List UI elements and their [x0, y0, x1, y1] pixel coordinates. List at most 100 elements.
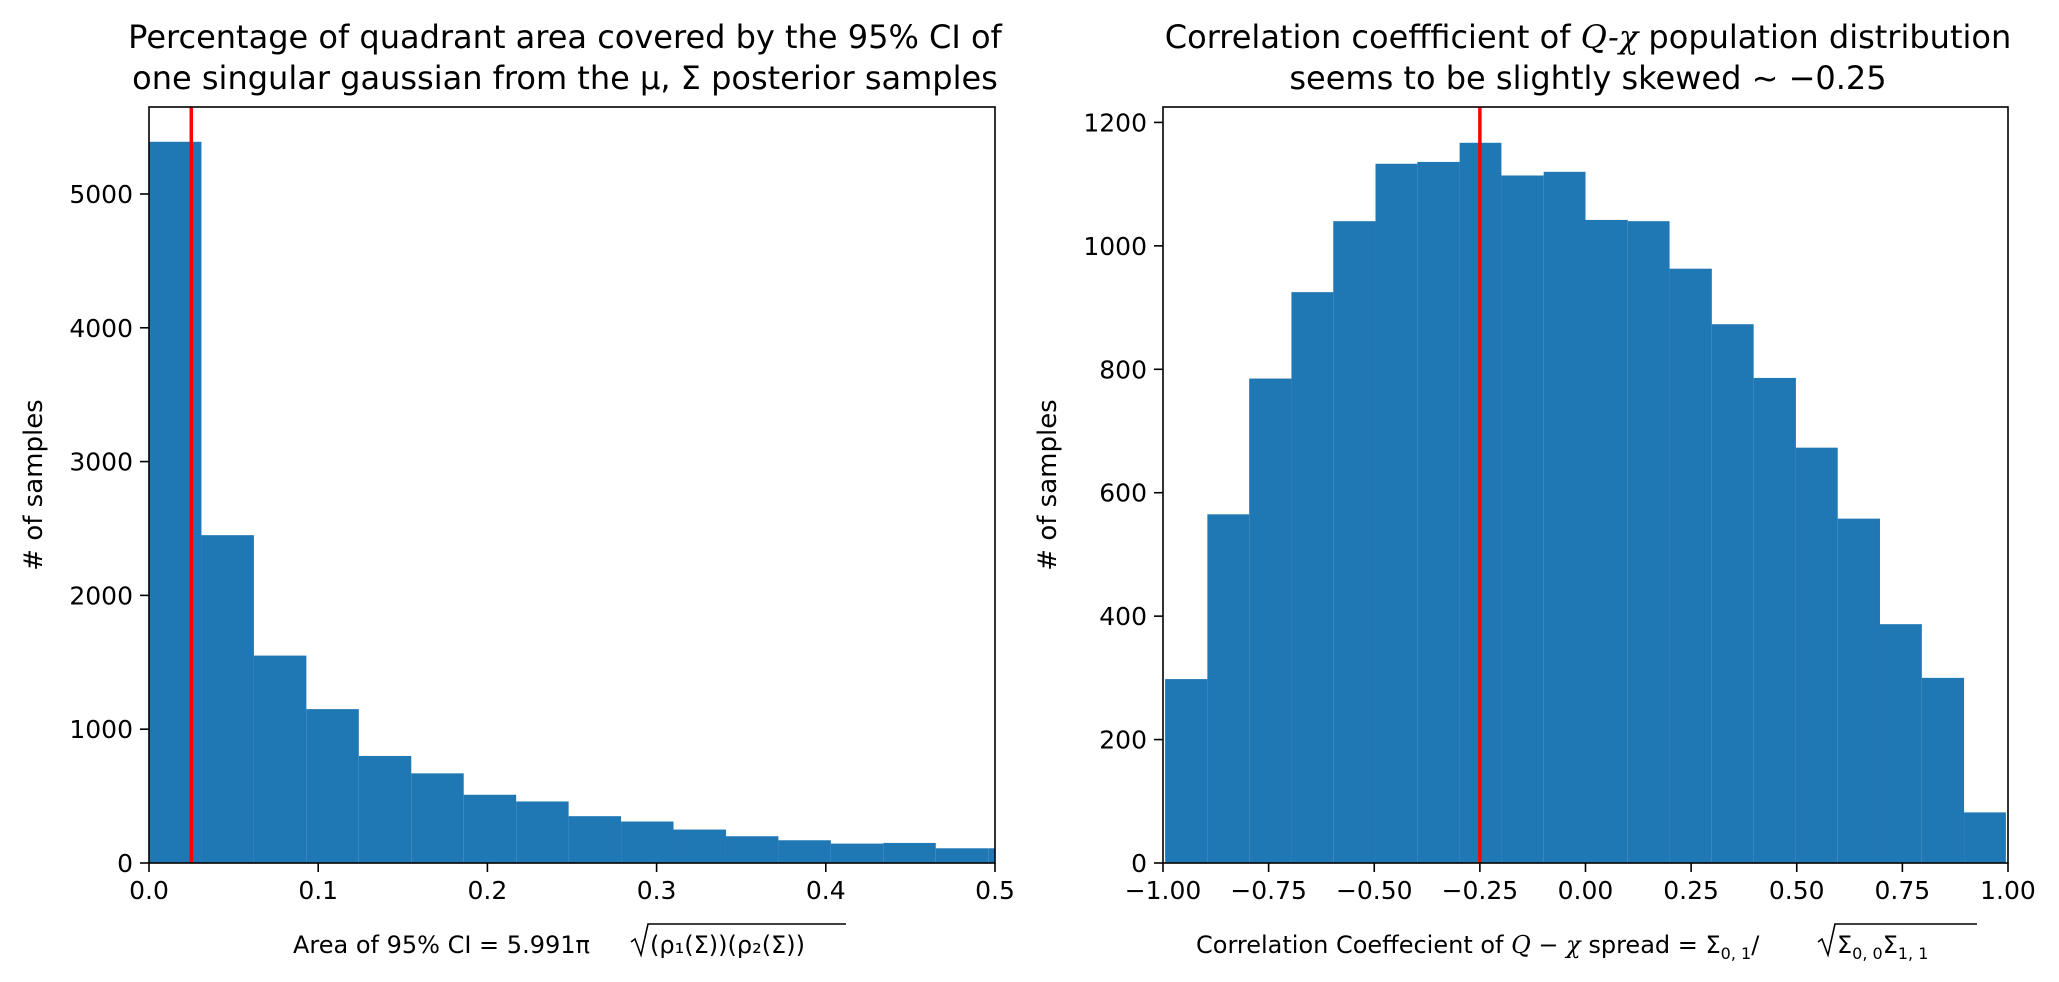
y-tick-label: 800 [1099, 355, 1147, 384]
histogram-bar [1964, 812, 2006, 863]
chart-right-title-prefix: Correlation coeffficient of [1165, 18, 1581, 56]
chart-left-title-line2: one singular gaussian from the μ, Σ post… [132, 59, 998, 97]
histogram-bar [1795, 447, 1838, 863]
chart-right-y-ticks: 0 200 400 600 800 1000 1200 [1083, 108, 1163, 878]
histogram-bar [1627, 221, 1670, 863]
chart-right-title-line2: seems to be slightly skewed ~ −0.25 [1289, 59, 1886, 97]
svg-text:Area of 95% CI = 5.991π: Area of 95% CI = 5.991π [293, 931, 590, 959]
x-tick-label: 0.3 [637, 876, 677, 905]
chart-right-x-label-radical [1817, 923, 1977, 958]
histogram-bar [411, 773, 464, 863]
chart-left-x-label-radical [630, 923, 846, 958]
histogram-bar [1333, 221, 1376, 863]
histogram-bar [673, 829, 726, 863]
chart-right-title-suffix: population distribution [1638, 18, 2011, 56]
histogram-bar [988, 848, 995, 863]
chart-left-title-line1: Percentage of quadrant area covered by t… [128, 18, 1002, 56]
chart-right-bars [1165, 142, 2006, 863]
chart-right-y-axis-label: # of samples [1033, 399, 1063, 570]
x-tick-label: 0.5 [975, 876, 1015, 905]
histogram-bar [1921, 677, 1965, 863]
y-tick-label: 600 [1099, 479, 1147, 508]
histogram-bar [1375, 163, 1418, 863]
chart-left-x-ticks: 0.0 0.1 0.2 0.3 0.4 0.5 [129, 863, 1015, 905]
histogram-bar [1417, 161, 1460, 863]
histogram-bar [935, 848, 989, 863]
chart-right-axes-frame [1162, 106, 2009, 864]
histogram-bar [1291, 292, 1334, 863]
y-tick-label: 1200 [1083, 108, 1147, 137]
x-tick-label: 0.2 [468, 876, 508, 905]
histogram-bar [1585, 219, 1628, 863]
chart-right-title-line1: Correlation coeffficient of Q-χ populati… [1165, 18, 2011, 56]
chart-right-x-label-sigma-b: Σ [1883, 931, 1898, 959]
chart-right-x-label-prefix: Correlation Coeffecient of [1196, 931, 1511, 959]
chart-right-x-label-sub3: 1, 1 [1898, 944, 1929, 963]
chart-left-y-axis-label: # of samples [19, 399, 49, 570]
y-tick-label: 1000 [1083, 232, 1147, 261]
x-tick-label: 0.00 [1558, 876, 1614, 905]
chart-right-x-label-slash: / [1751, 931, 1760, 959]
svg-text:Σ0, 0Σ1, 1: Σ0, 0Σ1, 1 [1837, 931, 1928, 963]
histogram-bar [306, 709, 359, 863]
y-tick-label: 0 [1131, 849, 1147, 878]
chart-left-x-label-sqrt-content: (ρ₁(Σ))(ρ₂(Σ)) [650, 931, 805, 959]
x-tick-label: −0.25 [1442, 876, 1519, 905]
svg-text:(ρ₁(Σ))(ρ₂(Σ)): (ρ₁(Σ))(ρ₂(Σ)) [650, 931, 805, 959]
chart-right-x-label-sub2: 0, 0 [1852, 944, 1883, 963]
chart-right-x-label-mid: spread = Σ [1581, 931, 1721, 959]
chart-right: Correlation coeffficient of Q-χ populati… [1033, 18, 2036, 963]
histogram-bar [516, 801, 569, 863]
chart-left-axes-frame [148, 106, 996, 864]
chart-right-title-math: Q-χ [1581, 18, 1640, 56]
x-tick-label: 0.50 [1769, 876, 1825, 905]
histogram-bar [253, 655, 307, 863]
histogram-bar [1165, 679, 1208, 863]
histogram-bar [1501, 175, 1544, 863]
histogram-bar [1711, 324, 1754, 863]
x-tick-label: 0.25 [1663, 876, 1719, 905]
histogram-bar [1753, 377, 1796, 863]
chart-right-x-ticks: −1.00 −0.75 −0.50 −0.25 0.00 0.25 0.50 0.75 1.00 [1125, 863, 2036, 905]
histogram-bar [1207, 514, 1250, 863]
chart-left-x-axis-label: Area of 95% CI = 5.991π (ρ₁(Σ))(ρ₂(Σ)) [293, 923, 846, 959]
y-tick-label: 1000 [69, 715, 133, 744]
chart-right-x-label-math: Q − χ [1511, 931, 1582, 959]
histogram-bar [568, 816, 622, 863]
x-tick-label: −0.50 [1336, 876, 1413, 905]
histogram-bar [830, 843, 884, 863]
x-tick-label: 0.4 [806, 876, 846, 905]
y-tick-label: 2000 [69, 581, 133, 610]
histogram-bar [1837, 518, 1880, 863]
y-tick-label: 0 [117, 849, 133, 878]
y-tick-label: 3000 [69, 448, 133, 477]
chart-left-bars [149, 141, 995, 863]
x-tick-label: 0.75 [1875, 876, 1931, 905]
x-tick-label: 1.00 [1980, 876, 2036, 905]
chart-left: Percentage of quadrant area covered by t… [19, 18, 1015, 959]
chart-right-x-label-sub1: 0, 1 [1721, 944, 1752, 963]
y-tick-label: 5000 [69, 180, 133, 209]
histogram-bar [463, 794, 517, 863]
histogram-bar [201, 535, 254, 863]
histogram-bar [358, 755, 412, 863]
histogram-bar [1879, 624, 1922, 863]
svg-text:Correlation Coeffecient of Q −: Correlation Coeffecient of Q − χ spread … [1196, 931, 1760, 963]
y-tick-label: 4000 [69, 314, 133, 343]
chart-right-x-axis-label: Correlation Coeffecient of Q − χ spread … [1196, 923, 1977, 963]
histogram-bar [1669, 268, 1712, 863]
histogram-bar [725, 836, 779, 863]
x-tick-label: −1.00 [1125, 876, 1202, 905]
histogram-bar [778, 840, 831, 863]
chart-right-x-label-sigma-a: Σ [1837, 931, 1852, 959]
x-tick-label: −0.75 [1230, 876, 1307, 905]
y-tick-label: 400 [1099, 602, 1147, 631]
chart-left-y-ticks: 0 1000 2000 3000 4000 5000 [69, 180, 149, 878]
x-tick-label: 0.0 [129, 876, 169, 905]
histogram-bar [1543, 171, 1586, 863]
chart-left-x-label-prefix: Area of 95% CI = 5.991π [293, 931, 590, 959]
histogram-bar [883, 842, 936, 863]
x-tick-label: 0.1 [298, 876, 338, 905]
y-tick-label: 200 [1099, 726, 1147, 755]
